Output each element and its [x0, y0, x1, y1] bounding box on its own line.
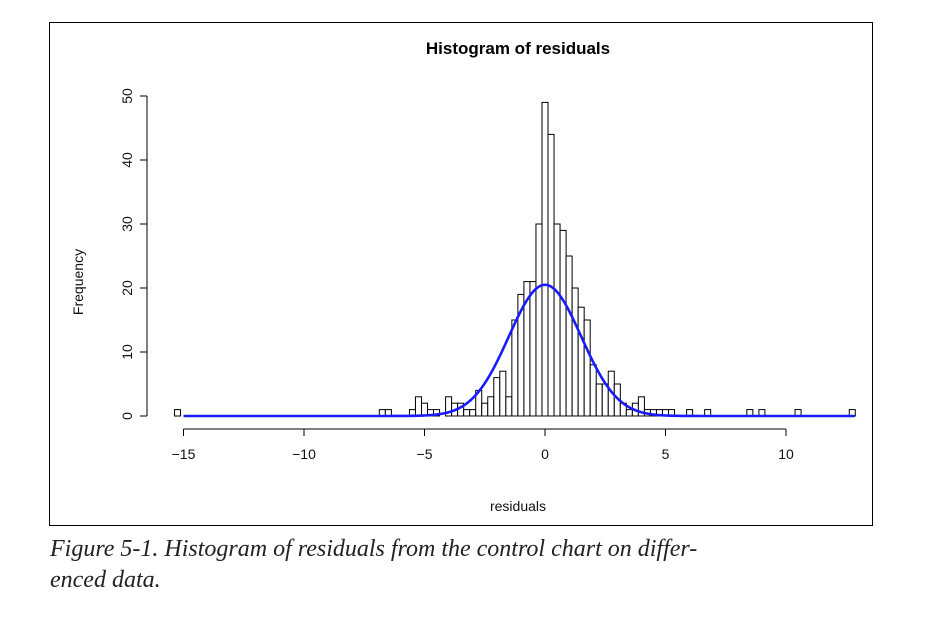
histogram-bar — [589, 364, 597, 417]
histogram-bar — [553, 223, 561, 417]
histogram-bar — [493, 377, 501, 417]
chart-title: Histogram of residuals — [426, 39, 610, 58]
histogram-bar — [541, 101, 549, 417]
y-tick-label: 10 — [119, 344, 135, 360]
histogram-bar — [559, 229, 567, 417]
histogram-bar — [511, 319, 519, 417]
histogram-bar — [469, 409, 477, 417]
histogram-bar — [529, 281, 537, 417]
x-tick-label: −10 — [292, 446, 316, 462]
histogram-bar — [571, 287, 579, 417]
y-tick-label: 50 — [119, 88, 135, 104]
histogram-bar — [595, 383, 603, 417]
y-tick-label: 40 — [119, 152, 135, 168]
histogram-bar — [481, 402, 489, 417]
histogram-bar — [414, 396, 422, 417]
normal-density-curve — [183, 283, 855, 418]
histogram-bar — [505, 396, 513, 417]
y-tick-label: 20 — [119, 280, 135, 296]
x-axis-label: residuals — [490, 498, 546, 514]
x-tick-label: 0 — [541, 446, 549, 462]
histogram-bar — [583, 319, 591, 417]
histogram-bar — [565, 255, 573, 417]
caption-line-2: enced data. — [50, 567, 161, 593]
x-tick-label: 10 — [778, 446, 794, 462]
y-tick-label: 0 — [119, 412, 135, 420]
histogram-bar — [625, 409, 633, 417]
x-tick-label: 5 — [662, 446, 670, 462]
x-tick-label: −15 — [172, 446, 196, 462]
histogram-bar — [420, 402, 429, 417]
y-axis-label: Frequency — [70, 249, 86, 315]
histogram-bar — [433, 409, 441, 417]
histogram-bar — [547, 133, 555, 417]
histogram-bar — [499, 370, 507, 417]
histogram-bar — [173, 409, 181, 417]
x-axis: −15 −10 −5 0 5 10 — [172, 428, 794, 462]
y-axis: 0 10 20 30 40 50 — [119, 88, 148, 420]
figure-frame: Histogram of residuals 0 10 20 30 40 50 −15 −1… — [49, 22, 873, 526]
histogram-bar — [535, 223, 543, 417]
histogram-bars — [173, 101, 856, 417]
figure-caption: Figure 5-1. Histogram of residuals from … — [50, 534, 850, 596]
histogram-bar — [577, 306, 585, 417]
x-tick-label: −5 — [417, 446, 433, 462]
histogram-bar — [601, 383, 609, 417]
histogram-bar — [463, 409, 471, 417]
histogram-bar — [637, 396, 645, 417]
caption-line-1: Figure 5-1. Histogram of residuals from … — [50, 536, 698, 562]
y-tick-label: 30 — [119, 216, 135, 232]
histogram-bar — [487, 396, 495, 417]
